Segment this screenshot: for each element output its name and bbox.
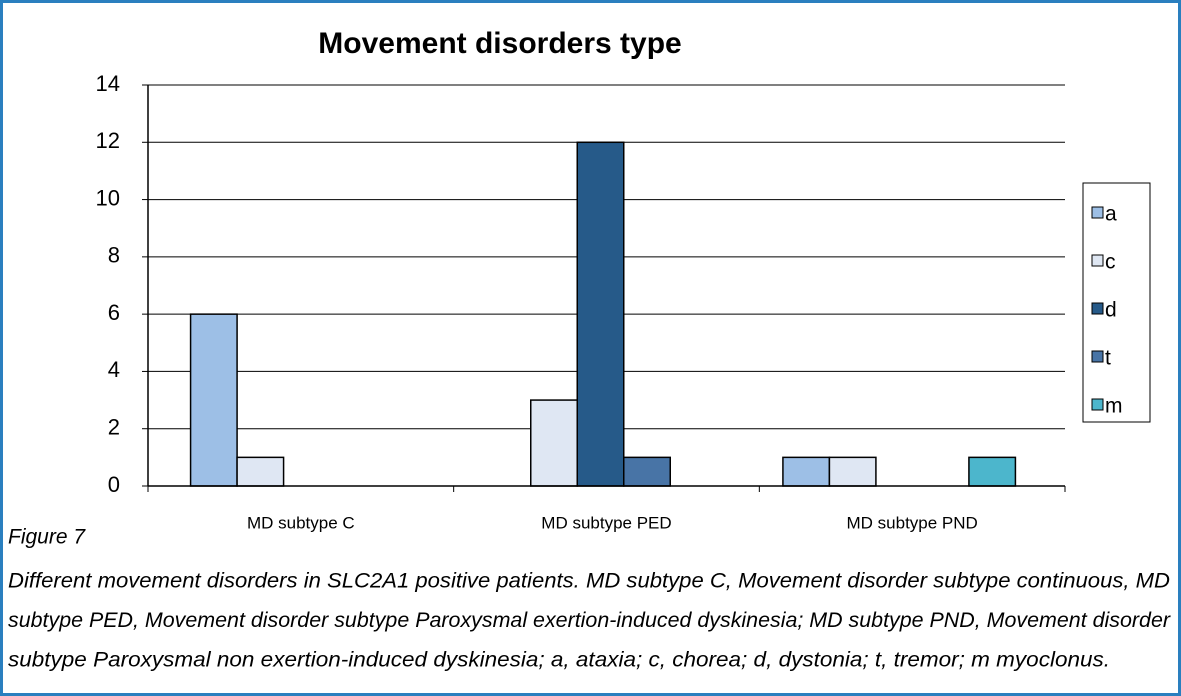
legend-swatch: [1091, 398, 1104, 411]
caption-line: Different movement disorders in SLC2A1 p…: [8, 570, 1170, 593]
x-tick-label: MD subtype C: [247, 513, 355, 532]
y-tick-label: 8: [108, 243, 120, 268]
bar: [968, 456, 1017, 487]
caption-line: subtype Paroxysmal non exertion-induced …: [8, 649, 1110, 672]
y-tick-label: 12: [96, 128, 120, 153]
legend-swatch: [1091, 350, 1104, 363]
x-tick-label: MD subtype PND: [847, 513, 978, 532]
chart-title: Movement disorders type: [318, 27, 681, 60]
y-tick-label: 10: [96, 185, 120, 210]
y-tick-label: 0: [108, 472, 120, 497]
y-tick-label: 4: [108, 357, 120, 382]
y-tick-label: 14: [96, 71, 120, 96]
bar: [828, 456, 877, 487]
bar: [782, 456, 831, 487]
legend-label: t: [1105, 347, 1111, 370]
y-tick-label: 6: [108, 300, 120, 325]
bar: [576, 141, 625, 487]
caption-line: subtype PED, Movement disorder subtype P…: [8, 609, 1171, 632]
legend-label: a: [1105, 203, 1117, 226]
bar: [530, 399, 578, 487]
legend-label: m: [1105, 395, 1123, 418]
legend-swatch: [1091, 254, 1104, 267]
bar: [236, 456, 285, 487]
bar: [189, 313, 238, 487]
legend-label: c: [1105, 251, 1116, 274]
caption-label: Figure 7: [8, 526, 86, 549]
legend-swatch: [1091, 302, 1104, 315]
legend-swatch: [1091, 206, 1104, 219]
legend-label: d: [1105, 299, 1117, 322]
bar: [623, 456, 671, 487]
x-tick-label: MD subtype PED: [541, 513, 671, 532]
y-tick-label: 2: [108, 415, 120, 440]
